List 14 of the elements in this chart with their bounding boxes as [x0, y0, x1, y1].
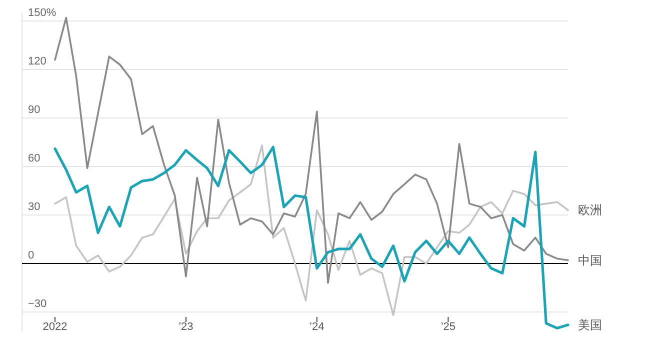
- y-tick-label: −30: [28, 298, 47, 310]
- series-label: 欧洲: [578, 203, 602, 218]
- y-tick-label: 60: [28, 152, 40, 164]
- x-tick-label: 2022: [42, 321, 68, 333]
- y-tick-label: 30: [28, 201, 40, 213]
- series-label: 中国: [578, 253, 602, 268]
- x-tick-label: ’25: [440, 321, 456, 333]
- series-label: 美国: [578, 318, 602, 332]
- x-tick-label: ’23: [178, 321, 194, 333]
- y-tick-label: 0: [28, 250, 34, 262]
- y-tick-label: 90: [28, 104, 40, 116]
- x-tick-label: ’24: [310, 321, 324, 333]
- y-tick-label: 150%: [28, 7, 56, 19]
- y-tick-label: 120: [28, 56, 46, 68]
